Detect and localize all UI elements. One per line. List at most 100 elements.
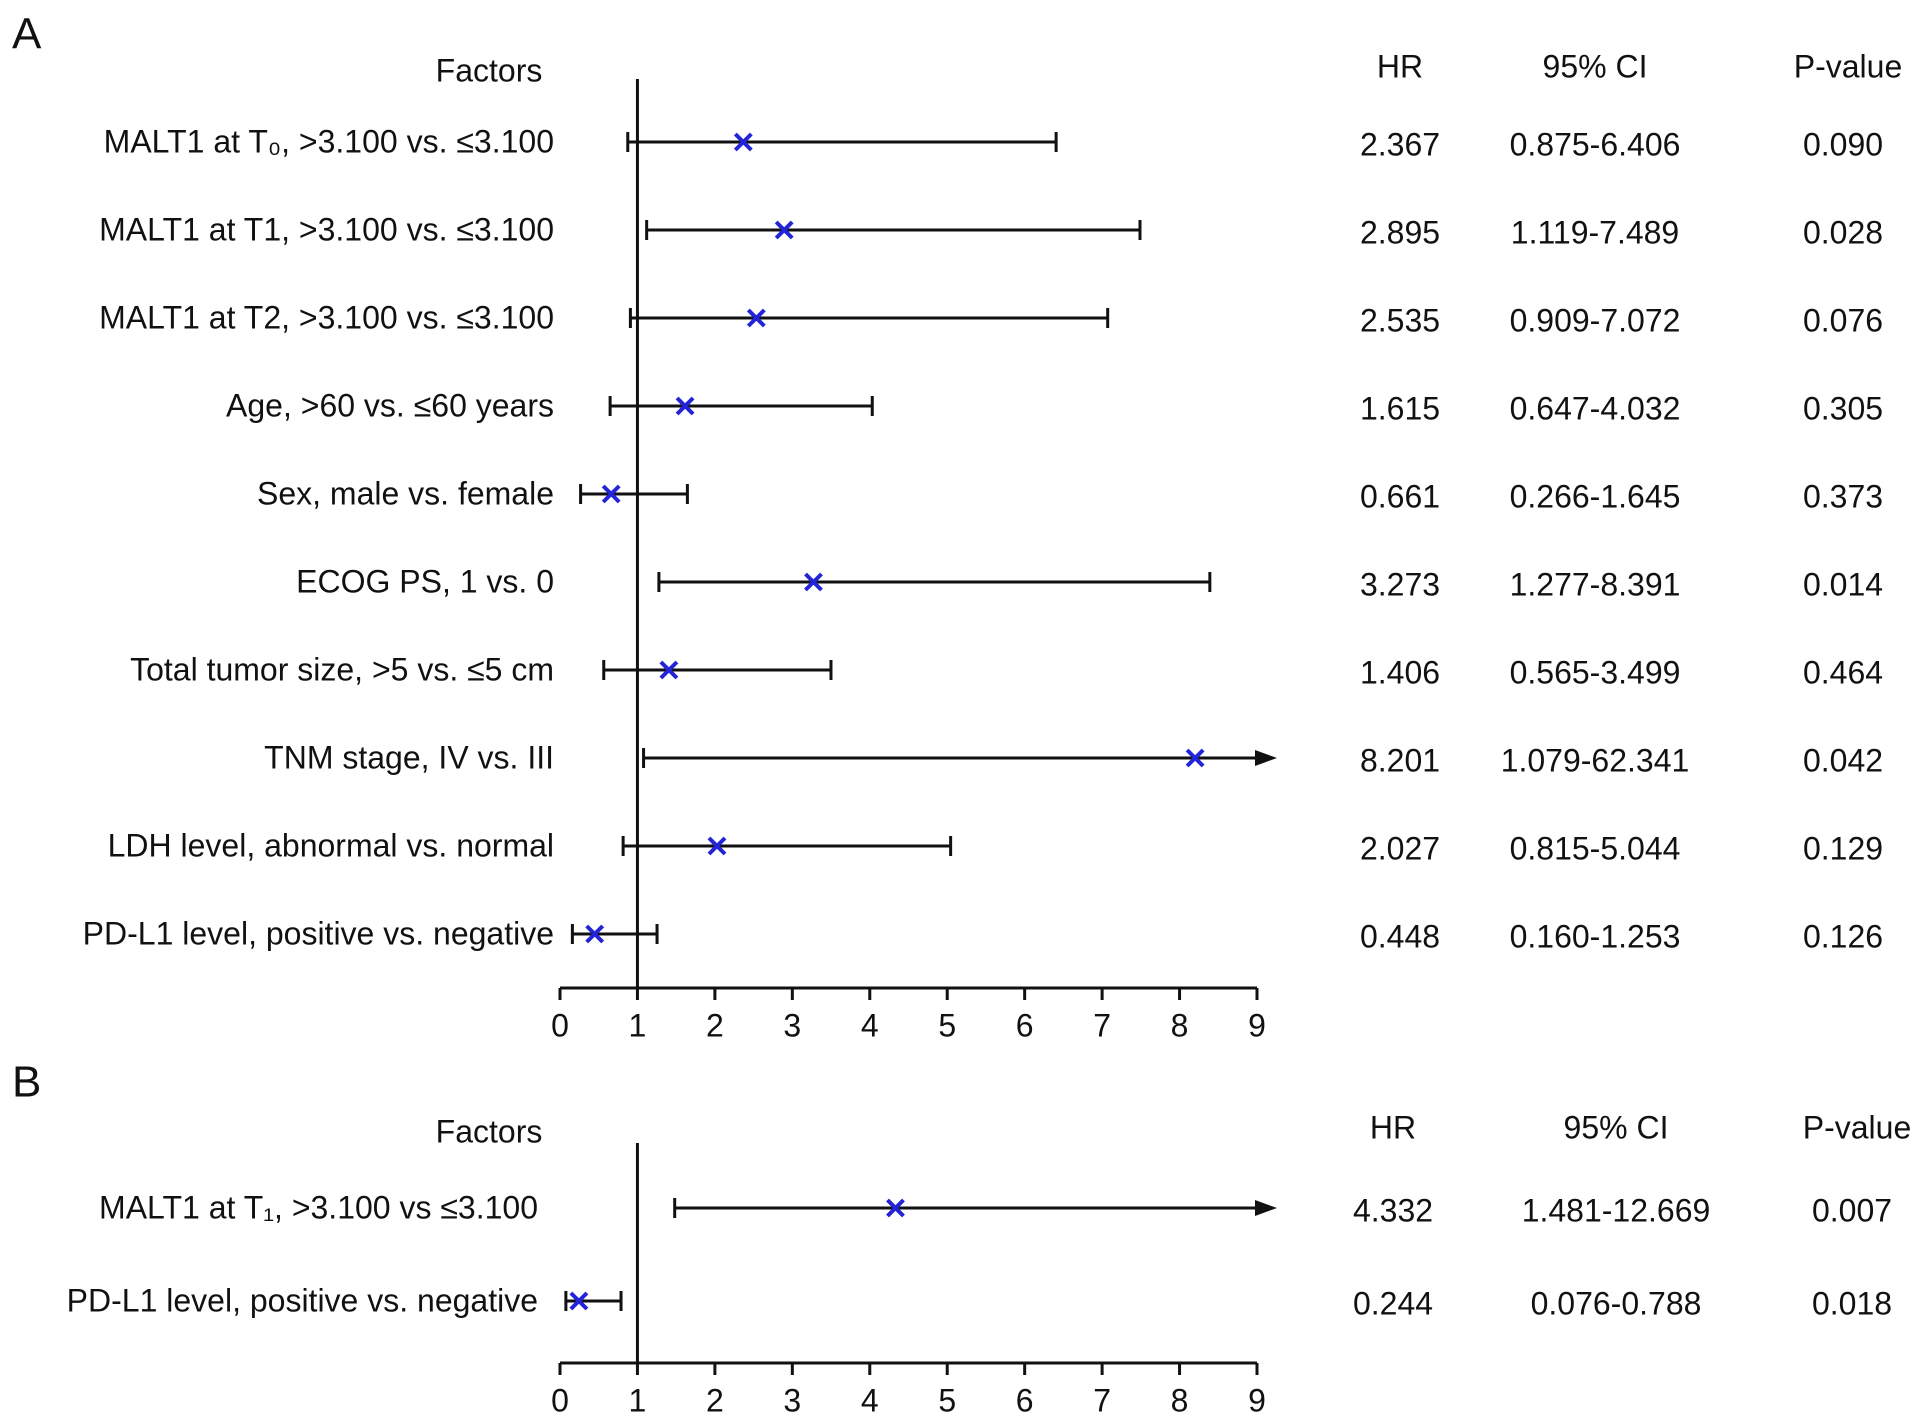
hr-value: 1.615 — [1360, 390, 1440, 426]
x-tick-label: 4 — [861, 1382, 879, 1418]
hr-marker-stroke — [733, 132, 753, 152]
column-header: 95% CI — [1543, 48, 1648, 84]
ci-value: 0.565-3.499 — [1510, 654, 1681, 690]
ci-value: 1.481-12.669 — [1522, 1192, 1711, 1228]
x-tick-label: 0 — [551, 1382, 569, 1418]
factor-label: PD-L1 level, positive vs. negative — [67, 1282, 538, 1318]
factor-label: MALT1 at T2, >3.100 vs. ≤3.100 — [99, 299, 554, 335]
p-value: 0.076 — [1803, 302, 1883, 338]
p-value: 0.042 — [1803, 742, 1883, 778]
hr-marker — [675, 396, 695, 416]
hr-marker — [746, 308, 766, 328]
ci-arrow — [1255, 1200, 1277, 1216]
panel-label: A — [12, 10, 42, 59]
hr-marker — [733, 132, 753, 152]
hr-marker-stroke — [569, 1291, 589, 1311]
x-tick-label: 2 — [706, 1007, 724, 1043]
hr-marker — [585, 924, 605, 944]
column-header: Factors — [436, 52, 543, 88]
x-tick-label: 7 — [1093, 1382, 1111, 1418]
hr-value: 0.244 — [1353, 1285, 1433, 1321]
p-value: 0.126 — [1803, 918, 1883, 954]
hr-value: 8.201 — [1360, 742, 1440, 778]
x-tick-label: 8 — [1171, 1007, 1189, 1043]
hr-marker-stroke — [659, 660, 679, 680]
p-value: 0.014 — [1803, 566, 1883, 602]
column-header: P-value — [1794, 48, 1903, 84]
factor-label: TNM stage, IV vs. III — [264, 739, 554, 775]
factor-label: Age, >60 vs. ≤60 years — [226, 387, 554, 423]
hr-marker — [659, 660, 679, 680]
x-tick-label: 0 — [551, 1007, 569, 1043]
factor-label: MALT1 at T1, >3.100 vs. ≤3.100 — [99, 211, 554, 247]
p-value: 0.028 — [1803, 214, 1883, 250]
hr-marker-stroke — [601, 484, 621, 504]
hr-marker-stroke — [1185, 748, 1205, 768]
p-value: 0.007 — [1812, 1192, 1892, 1228]
hr-marker-stroke — [886, 1198, 905, 1218]
ci-value: 0.909-7.072 — [1510, 302, 1681, 338]
hr-value: 2.535 — [1360, 302, 1440, 338]
x-tick-label: 3 — [783, 1382, 801, 1418]
ci-value: 1.119-7.489 — [1511, 214, 1679, 250]
hr-marker — [774, 220, 794, 240]
hr-value: 0.661 — [1360, 478, 1440, 514]
ci-value: 0.076-0.788 — [1531, 1285, 1702, 1321]
hr-marker-stroke — [804, 572, 823, 592]
ci-value: 0.875-6.406 — [1510, 126, 1681, 162]
hr-marker — [804, 572, 823, 592]
ci-value: 0.160-1.253 — [1510, 918, 1681, 954]
hr-value: 2.027 — [1360, 830, 1440, 866]
factor-label: PD-L1 level, positive vs. negative — [83, 915, 554, 951]
hr-marker — [707, 836, 727, 856]
hr-value: 1.406 — [1360, 654, 1440, 690]
hr-marker — [1185, 748, 1205, 768]
p-value: 0.129 — [1803, 830, 1883, 866]
hr-marker — [886, 1198, 905, 1218]
x-tick-label: 5 — [938, 1007, 956, 1043]
factor-label: Total tumor size, >5 vs. ≤5 cm — [130, 651, 554, 687]
x-tick-label: 7 — [1093, 1007, 1111, 1043]
ci-value: 0.266-1.645 — [1510, 478, 1681, 514]
x-tick-label: 2 — [706, 1382, 724, 1418]
x-tick-label: 6 — [1016, 1382, 1034, 1418]
factor-label: ECOG PS, 1 vs. 0 — [296, 563, 554, 599]
panel-label: B — [12, 1058, 41, 1107]
x-tick-label: 6 — [1016, 1007, 1034, 1043]
column-header: 95% CI — [1564, 1109, 1669, 1145]
x-tick-label: 4 — [861, 1007, 879, 1043]
x-tick-label: 9 — [1248, 1007, 1266, 1043]
hr-value: 0.448 — [1360, 918, 1440, 954]
x-tick-label: 3 — [783, 1007, 801, 1043]
p-value: 0.305 — [1803, 390, 1883, 426]
column-header: Factors — [436, 1113, 543, 1149]
x-tick-label: 5 — [938, 1382, 956, 1418]
factor-label: MALT1 at T₀, >3.100 vs. ≤3.100 — [104, 123, 554, 159]
p-value: 0.373 — [1803, 478, 1883, 514]
factor-label: LDH level, abnormal vs. normal — [108, 827, 554, 863]
p-value: 0.018 — [1812, 1285, 1892, 1321]
hr-marker — [569, 1291, 589, 1311]
hr-value: 4.332 — [1353, 1192, 1433, 1228]
x-tick-label: 1 — [629, 1382, 647, 1418]
column-header: HR — [1377, 48, 1423, 84]
hr-value: 2.895 — [1360, 214, 1440, 250]
ci-value: 1.079-62.341 — [1501, 742, 1690, 778]
column-header: HR — [1370, 1109, 1416, 1145]
ci-arrow — [1255, 750, 1277, 766]
hr-marker-stroke — [675, 396, 695, 416]
hr-marker-stroke — [774, 220, 794, 240]
x-tick-label: 8 — [1171, 1382, 1189, 1418]
hr-marker-stroke — [707, 836, 727, 856]
x-tick-label: 9 — [1248, 1382, 1266, 1418]
hr-marker-stroke — [585, 924, 605, 944]
p-value: 0.090 — [1803, 126, 1883, 162]
factor-label: Sex, male vs. female — [257, 475, 554, 511]
ci-value: 0.647-4.032 — [1510, 390, 1681, 426]
ci-value: 1.277-8.391 — [1510, 566, 1681, 602]
factor-label: MALT1 at T₁, >3.100 vs ≤3.100 — [99, 1189, 538, 1225]
hr-marker-stroke — [746, 308, 766, 328]
hr-value: 3.273 — [1360, 566, 1440, 602]
hr-marker — [601, 484, 621, 504]
